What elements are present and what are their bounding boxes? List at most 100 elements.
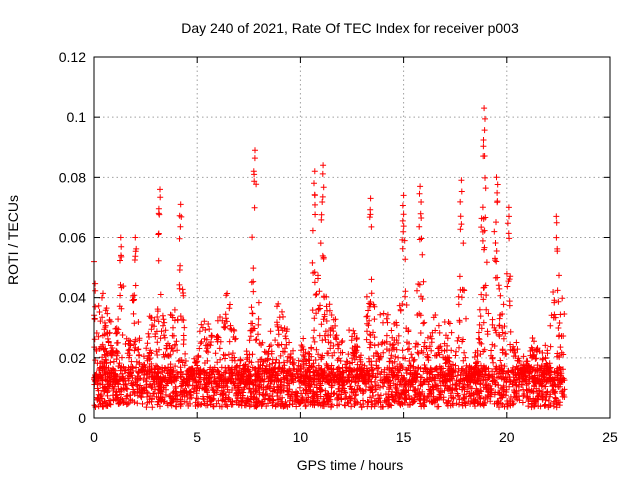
data-point bbox=[334, 378, 341, 385]
data-point bbox=[136, 375, 143, 382]
data-point bbox=[233, 399, 240, 406]
data-point bbox=[346, 393, 353, 400]
data-point bbox=[548, 369, 554, 376]
data-point bbox=[300, 335, 307, 342]
data-point bbox=[510, 343, 517, 350]
data-point bbox=[405, 328, 412, 335]
data-point bbox=[377, 353, 384, 360]
peak-point bbox=[319, 193, 326, 200]
data-point bbox=[277, 352, 284, 359]
data-point bbox=[106, 316, 113, 323]
data-point bbox=[256, 383, 263, 390]
data-point bbox=[364, 328, 370, 335]
data-point bbox=[267, 397, 274, 404]
data-point bbox=[306, 351, 313, 358]
data-point bbox=[149, 322, 156, 328]
data-point bbox=[244, 351, 250, 358]
peak-point bbox=[177, 201, 184, 208]
data-point bbox=[113, 330, 120, 337]
data-point bbox=[418, 293, 424, 300]
data-point bbox=[232, 336, 238, 343]
data-point bbox=[485, 372, 492, 379]
data-point bbox=[411, 387, 418, 394]
data-point bbox=[118, 305, 125, 312]
data-point bbox=[255, 299, 262, 306]
data-point bbox=[506, 383, 513, 390]
data-point bbox=[273, 386, 280, 393]
peak-point bbox=[177, 223, 184, 230]
data-point bbox=[296, 384, 303, 391]
data-point bbox=[480, 284, 487, 291]
data-point bbox=[148, 365, 155, 372]
data-point bbox=[229, 350, 236, 357]
data-point bbox=[455, 301, 462, 308]
data-point bbox=[119, 396, 126, 403]
data-point bbox=[217, 314, 223, 320]
data-point bbox=[244, 398, 251, 405]
data-point bbox=[95, 387, 102, 394]
data-point bbox=[365, 399, 372, 406]
data-point bbox=[499, 368, 506, 375]
y-tick-label: 0.04 bbox=[59, 290, 86, 306]
peak-point bbox=[312, 201, 318, 208]
data-point bbox=[559, 387, 566, 394]
data-point bbox=[220, 324, 227, 330]
data-point bbox=[329, 382, 336, 389]
data-point bbox=[92, 303, 99, 310]
data-point bbox=[320, 395, 327, 402]
data-point bbox=[189, 372, 195, 379]
data-point bbox=[118, 386, 125, 393]
data-point bbox=[218, 403, 225, 410]
data-point bbox=[498, 391, 505, 398]
data-point bbox=[96, 309, 103, 315]
data-point bbox=[335, 355, 342, 362]
data-point bbox=[454, 372, 461, 379]
data-point bbox=[437, 389, 444, 396]
data-point bbox=[414, 287, 420, 294]
data-point bbox=[497, 357, 504, 364]
data-point bbox=[483, 381, 490, 388]
data-point bbox=[102, 376, 109, 383]
data-point bbox=[158, 328, 165, 335]
data-point bbox=[367, 394, 373, 401]
data-point bbox=[113, 395, 120, 401]
data-point bbox=[232, 376, 239, 383]
data-point bbox=[456, 344, 462, 351]
data-point bbox=[160, 316, 167, 323]
data-point bbox=[404, 346, 411, 353]
data-point bbox=[492, 255, 498, 262]
data-point bbox=[98, 374, 105, 381]
data-point bbox=[331, 349, 338, 356]
data-point bbox=[452, 385, 459, 392]
peak-point bbox=[458, 221, 465, 228]
data-point bbox=[173, 338, 180, 345]
y-tick-label: 0.1 bbox=[67, 109, 87, 125]
data-point bbox=[216, 380, 223, 387]
data-point bbox=[229, 354, 236, 361]
data-point bbox=[402, 355, 409, 362]
data-point bbox=[446, 320, 453, 327]
data-point bbox=[99, 341, 106, 348]
data-point bbox=[232, 335, 239, 342]
data-point bbox=[104, 310, 111, 317]
data-point bbox=[351, 396, 358, 402]
data-point bbox=[182, 350, 189, 357]
data-point bbox=[293, 388, 300, 395]
data-point bbox=[307, 401, 314, 408]
data-point bbox=[345, 351, 352, 358]
data-point bbox=[489, 316, 496, 323]
data-point bbox=[424, 394, 431, 401]
x-tick-labels: 0 5 10 15 20 25 bbox=[90, 429, 618, 445]
data-point bbox=[251, 325, 258, 332]
data-point bbox=[539, 389, 546, 395]
data-point bbox=[192, 360, 199, 366]
data-points bbox=[91, 105, 568, 411]
data-point bbox=[368, 398, 375, 405]
data-point bbox=[420, 278, 427, 285]
data-point bbox=[312, 292, 319, 298]
data-point bbox=[429, 384, 436, 390]
x-tick-label: 10 bbox=[293, 429, 309, 445]
data-point bbox=[392, 382, 399, 389]
data-point bbox=[226, 373, 233, 380]
data-point bbox=[368, 358, 375, 365]
